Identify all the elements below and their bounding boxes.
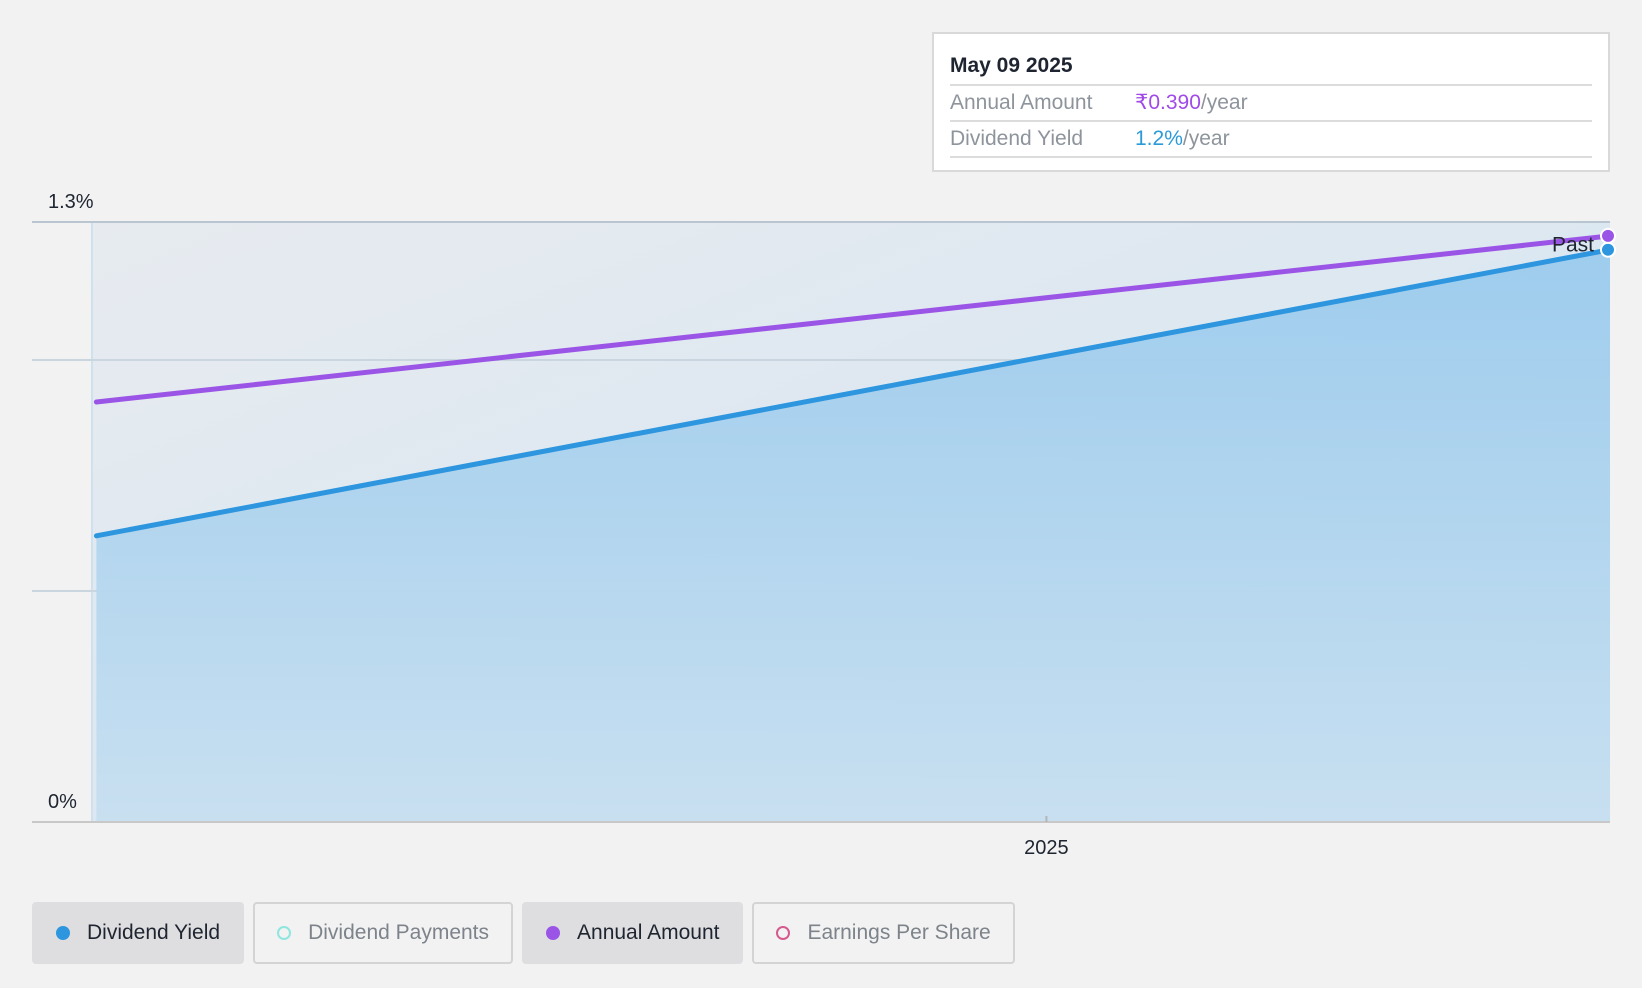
tooltip-row-annual-amount: Annual Amount ₹0.390 /year [950, 86, 1592, 122]
dividend-yield-area [96, 249, 1610, 822]
x-tick-label: 2025 [1024, 837, 1069, 859]
past-label: Past [1552, 234, 1594, 257]
hollow-dot-icon [277, 926, 292, 940]
legend-label: Dividend Payments [308, 921, 490, 944]
annual-amount-end-point [1600, 227, 1616, 244]
tooltip-row-dividend-yield: Dividend Yield 1.2% /year [950, 122, 1592, 158]
chart-tooltip: May 09 2025 Annual Amount ₹0.390 /year D… [932, 32, 1610, 172]
annual-amount-line [93, 233, 1613, 405]
dividend-yield-line [93, 247, 1613, 539]
hollow-dot-icon [776, 926, 791, 940]
tooltip-label: Dividend Yield [950, 127, 1084, 150]
y-tick-label: 1.3% [48, 191, 94, 213]
legend-label: Annual Amount [577, 921, 720, 944]
legend-dividend-yield[interactable]: Dividend Yield [32, 902, 245, 964]
tooltip-value: 1.2% [1135, 127, 1183, 150]
tooltip-date: May 09 2025 [950, 48, 1592, 86]
legend-earnings-per-share[interactable]: Earnings Per Share [752, 902, 1015, 964]
legend-annual-amount[interactable]: Annual Amount [522, 902, 744, 964]
y-tick-label: 0% [48, 791, 77, 813]
legend-dividend-payments[interactable]: Dividend Payments [253, 902, 514, 964]
legend-label: Dividend Yield [87, 921, 221, 944]
chart-legend: Dividend Yield Dividend Payments Annual … [32, 902, 1015, 964]
tooltip-unit: /year [1200, 91, 1248, 114]
tooltip-label: Annual Amount [950, 91, 1093, 114]
filled-dot-icon [546, 926, 561, 940]
tooltip-unit: /year [1182, 127, 1230, 150]
legend-label: Earnings Per Share [807, 921, 991, 944]
filled-dot-icon [56, 926, 70, 940]
tooltip-value: ₹0.390 [1135, 91, 1201, 114]
dividend-yield-end-point [1600, 241, 1616, 258]
